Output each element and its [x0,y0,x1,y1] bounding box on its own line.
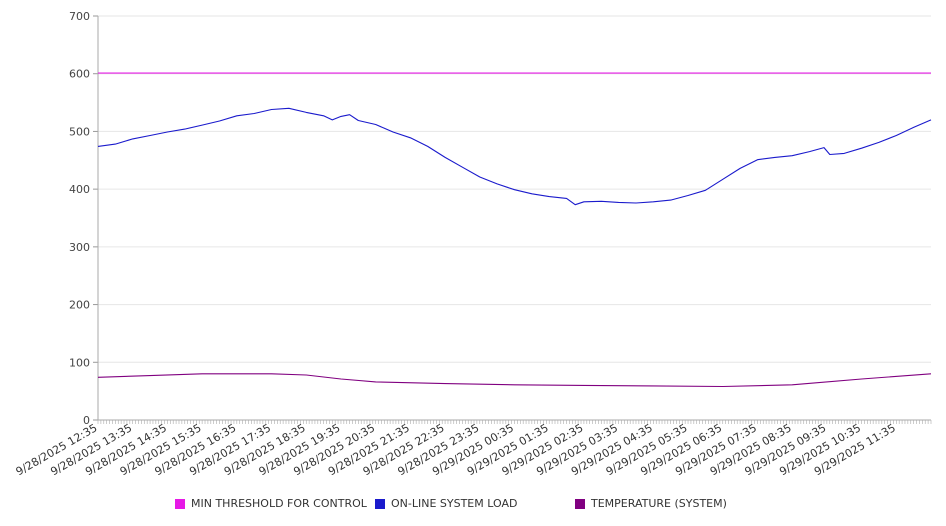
gridlines [98,15,931,363]
y-tick-label: 400 [69,183,90,196]
axes [93,15,932,424]
legend-label: TEMPERATURE (SYSTEM) [591,497,727,510]
series-line-3 [97,373,932,388]
x-tick-labels: 9/28/2025 12:359/28/2025 13:359/28/2025 … [14,421,898,478]
legend-swatch [375,498,385,509]
legend-swatch [175,498,185,509]
y-tick-labels: 0 100 200 300 400 500 600 700 [69,10,90,427]
legend-swatch [575,498,585,509]
y-tick-label: 500 [69,125,90,138]
legend-item-min-threshold[interactable]: MIN THRESHOLD FOR CONTROL [175,497,367,510]
series-lines [97,72,932,388]
y-tick-label: 200 [69,299,90,312]
series-line-2 [97,107,932,206]
y-tick-label: 600 [69,68,90,81]
legend-label: MIN THRESHOLD FOR CONTROL [191,497,367,510]
legend: MIN THRESHOLD FOR CONTROL ON-LINE SYSTEM… [0,497,946,517]
y-tick-label: 300 [69,241,90,254]
y-tick-label: 700 [69,10,90,23]
legend-item-temperature-system[interactable]: TEMPERATURE (SYSTEM) [575,497,727,510]
legend-label: ON-LINE SYSTEM LOAD [391,497,518,510]
y-tick-label: 100 [69,356,90,369]
y-tick-label: 0 [83,414,90,427]
legend-item-online-system-load[interactable]: ON-LINE SYSTEM LOAD [375,497,517,510]
